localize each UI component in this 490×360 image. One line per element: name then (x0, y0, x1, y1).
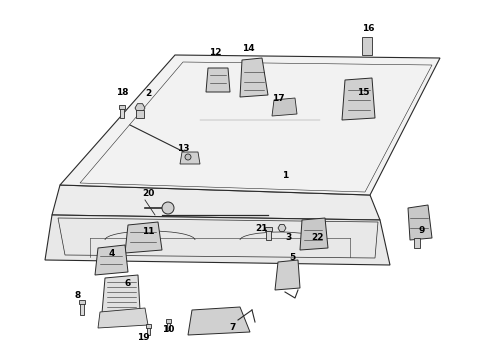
Text: 11: 11 (142, 228, 154, 237)
Text: 14: 14 (242, 44, 254, 53)
Bar (266, 228, 271, 240)
Bar (79, 300, 85, 304)
Text: 17: 17 (271, 94, 284, 103)
Polygon shape (272, 98, 297, 116)
Text: 13: 13 (177, 144, 189, 153)
Bar (362, 37, 372, 55)
Text: 1: 1 (282, 171, 288, 180)
Polygon shape (125, 222, 162, 253)
Text: 3: 3 (285, 234, 291, 243)
Text: 20: 20 (142, 189, 154, 198)
Polygon shape (300, 218, 328, 250)
Polygon shape (180, 152, 200, 164)
Polygon shape (188, 307, 250, 335)
Bar (166, 319, 171, 323)
Text: 5: 5 (289, 253, 295, 262)
Bar (167, 320, 170, 330)
Bar (147, 325, 150, 335)
Polygon shape (135, 104, 145, 112)
Polygon shape (278, 225, 286, 231)
Text: 6: 6 (125, 279, 131, 288)
Text: 18: 18 (116, 87, 128, 96)
Polygon shape (408, 205, 432, 240)
Polygon shape (52, 185, 380, 220)
Bar (120, 106, 124, 118)
Polygon shape (102, 275, 140, 313)
Polygon shape (60, 55, 440, 195)
Text: 16: 16 (362, 23, 374, 32)
Polygon shape (206, 68, 230, 92)
Bar (136, 110, 144, 118)
Bar (80, 301, 84, 315)
Circle shape (162, 202, 174, 214)
Text: 9: 9 (419, 225, 425, 234)
Text: 12: 12 (209, 48, 221, 57)
Text: 22: 22 (312, 233, 324, 242)
Text: 7: 7 (230, 324, 236, 333)
Text: 8: 8 (75, 291, 81, 300)
Bar (146, 324, 151, 328)
Bar (265, 227, 272, 231)
Polygon shape (275, 260, 300, 290)
Text: 10: 10 (162, 325, 174, 334)
Polygon shape (95, 245, 128, 275)
Bar (414, 238, 420, 248)
Text: 4: 4 (109, 248, 115, 257)
Text: 2: 2 (145, 89, 151, 98)
Text: 19: 19 (137, 333, 149, 342)
Polygon shape (240, 58, 268, 97)
Polygon shape (45, 215, 390, 265)
Circle shape (185, 154, 191, 160)
Text: 21: 21 (256, 224, 268, 233)
Text: 15: 15 (357, 87, 369, 96)
Polygon shape (342, 78, 375, 120)
Bar (119, 105, 125, 109)
Polygon shape (98, 308, 148, 328)
